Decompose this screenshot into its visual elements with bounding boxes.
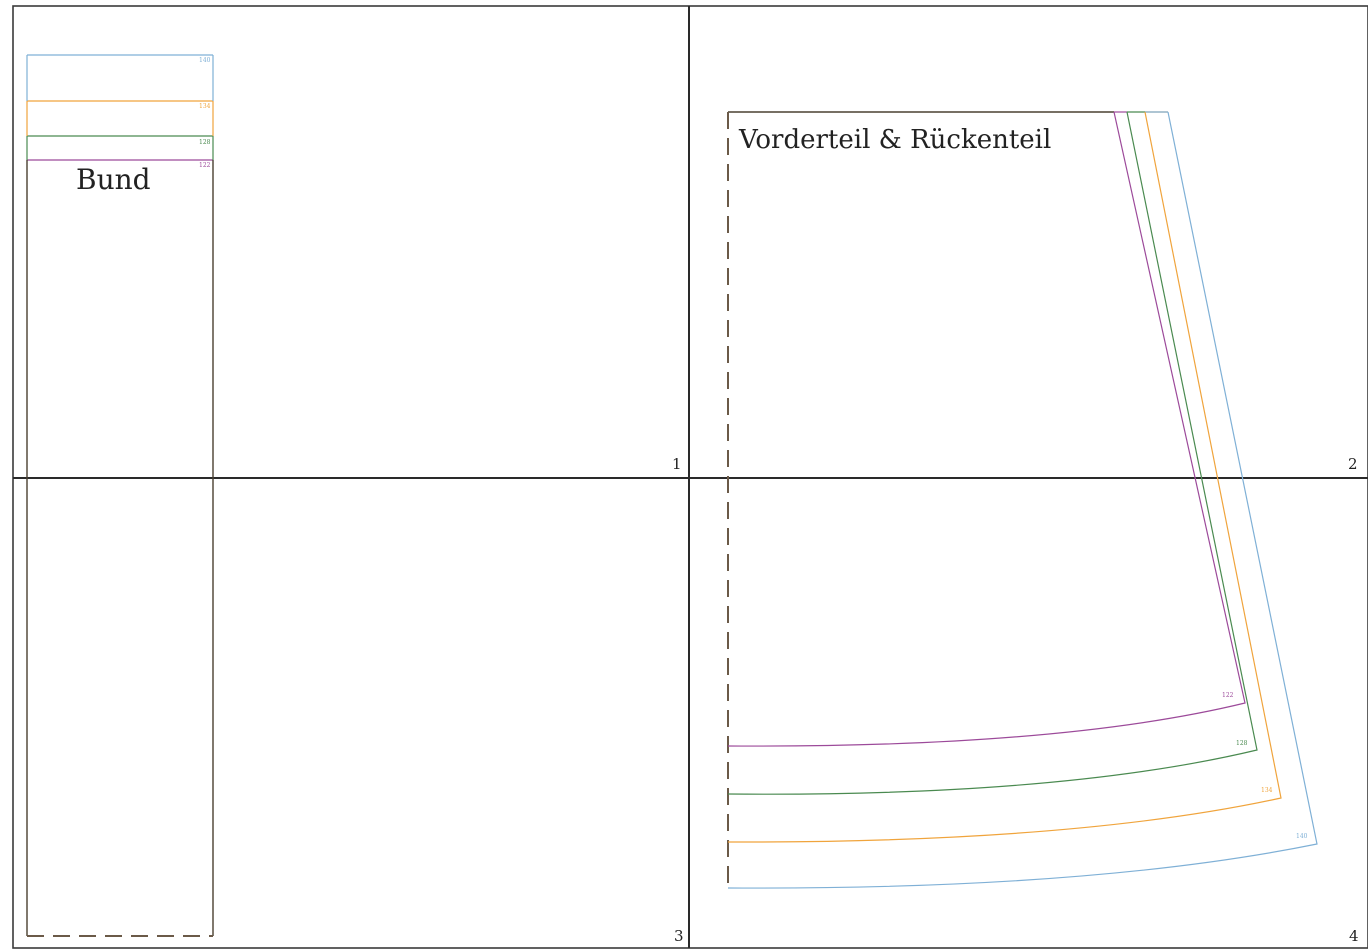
page-grid bbox=[12, 5, 1368, 949]
skirt-outline-size-128 bbox=[727, 111, 1258, 795]
waistband-size-tag-128: 128 bbox=[199, 139, 211, 146]
waistband-size-tag-134: 134 bbox=[199, 103, 211, 110]
page-number-4: 4 bbox=[1349, 927, 1359, 945]
skirt-label: Vorderteil & Rückenteil bbox=[738, 125, 1051, 155]
skirt-outline-size-122 bbox=[727, 111, 1246, 747]
waistband-size-tag-140: 140 bbox=[199, 57, 211, 64]
page-number-2: 2 bbox=[1348, 455, 1358, 473]
page-number-1: 1 bbox=[672, 455, 682, 473]
skirt-size-tag-140: 140 bbox=[1296, 833, 1308, 840]
waistband-size-tag-122: 122 bbox=[199, 162, 211, 169]
skirt-piece: 122 128 134 140 Vorderteil & Rückenteil bbox=[727, 111, 1318, 889]
waistband-label: Bund bbox=[76, 163, 151, 196]
skirt-outline-size-134 bbox=[727, 111, 1282, 843]
skirt-outline-size-140 bbox=[727, 111, 1318, 889]
skirt-size-tag-134: 134 bbox=[1261, 787, 1273, 794]
waistband-piece: 140 134 128 122 Bund bbox=[26, 54, 214, 937]
page-numbers: 1 2 3 4 bbox=[672, 455, 1359, 945]
page-number-3: 3 bbox=[674, 927, 684, 945]
skirt-size-tag-128: 128 bbox=[1236, 740, 1248, 747]
skirt-size-tag-122: 122 bbox=[1222, 692, 1234, 699]
